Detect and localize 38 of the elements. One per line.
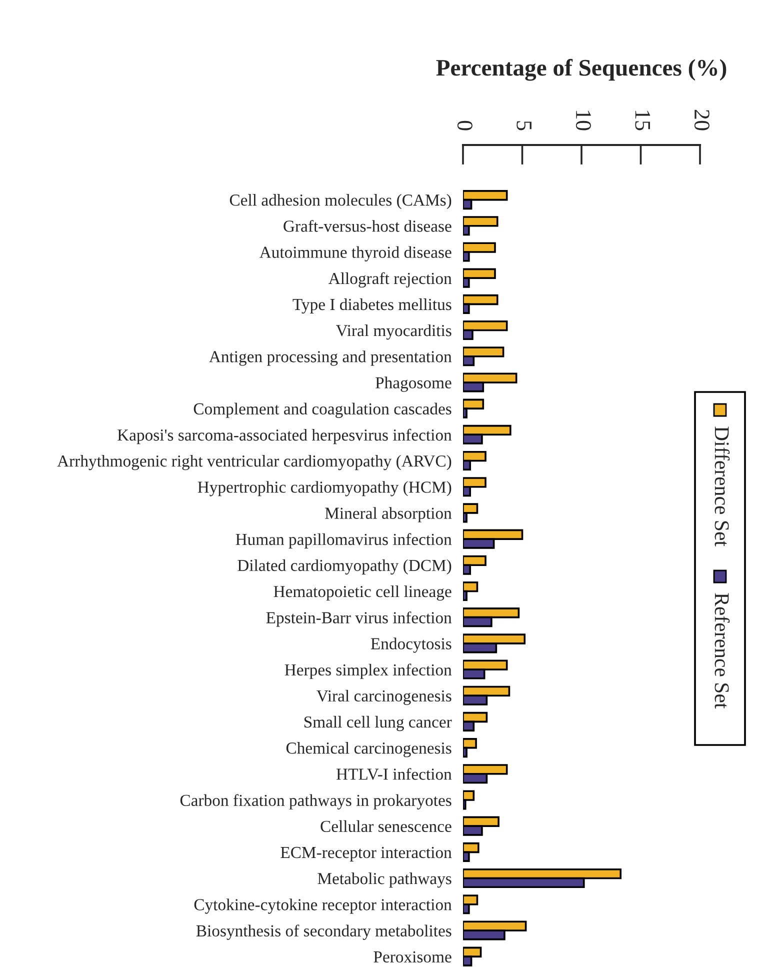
y-tick-label: Peroxisome [374, 951, 452, 963]
x-tick-label: 10 [576, 110, 591, 130]
y-tick-label: Metabolic pathways [318, 872, 452, 888]
y-tick-label: Chemical carcinogenesis [286, 742, 452, 758]
y-tick-label: Human papillomavirus infection [236, 533, 452, 548]
y-tick-label: Biosynthesis of secondary metabolites [196, 924, 452, 940]
x-tick-label: 15 [635, 110, 650, 130]
x-tick-label: 20 [694, 110, 710, 130]
y-tick-label: Viral myocarditis [336, 324, 452, 340]
y-tick-label: Endocytosis [370, 638, 452, 653]
legend-label: Reference Set [714, 593, 730, 709]
y-tick-label: Complement and coagulation cascades [194, 402, 452, 418]
y-tick-label: Small cell lung cancer [304, 716, 452, 732]
y-tick-label: Hypertrophic cardiomyopathy (HCM) [198, 481, 452, 496]
y-tick-label: Viral carcinogenesis [316, 690, 452, 705]
y-tick-label: Cytokine-cytokine receptor interaction [194, 898, 452, 914]
y-tick-label: Carbon fixation pathways in prokaryotes [180, 794, 452, 810]
y-tick-label: Arrhythmogenic right ventricular cardiomyopathy (ARVC) [57, 454, 452, 470]
y-tick-label: Autoimmune thyroid disease [259, 246, 452, 262]
y-tick-label: Epstein-Barr virus infection [266, 611, 452, 627]
y-tick-label: Dilated cardiomyopathy (DCM) [238, 559, 452, 575]
y-tick-label: Herpes simplex infection [284, 664, 452, 679]
y-tick-label: Cellular senescence [320, 820, 452, 832]
y-tick-label: Cell adhesion molecules (CAMs) [230, 194, 452, 210]
y-tick-label: Type I diabetes mellitus [292, 298, 452, 314]
y-tick-label: Antigen processing and presentation [209, 350, 452, 366]
y-tick-label: Hematopoietic cell lineage [274, 585, 452, 601]
y-tick-label: HTLV-I infection [336, 768, 452, 780]
x-tick-label: 0 [457, 120, 472, 130]
y-tick-label: ECM-receptor interaction [280, 846, 452, 862]
y-tick-label: Phagosome [376, 376, 452, 392]
y-tick-label: Allograft rejection [328, 272, 452, 288]
x-axis-title: Percentage of Sequences (%) [436, 58, 726, 81]
y-tick-label: Mineral absorption [325, 507, 452, 522]
y-tick-label: Graft-versus-host disease [284, 220, 452, 232]
x-tick-label: 5 [516, 121, 532, 130]
y-tick-label: Kaposi's sarcoma-associated herpesvirus infection [118, 428, 452, 444]
legend-label: Difference Set [714, 426, 730, 546]
